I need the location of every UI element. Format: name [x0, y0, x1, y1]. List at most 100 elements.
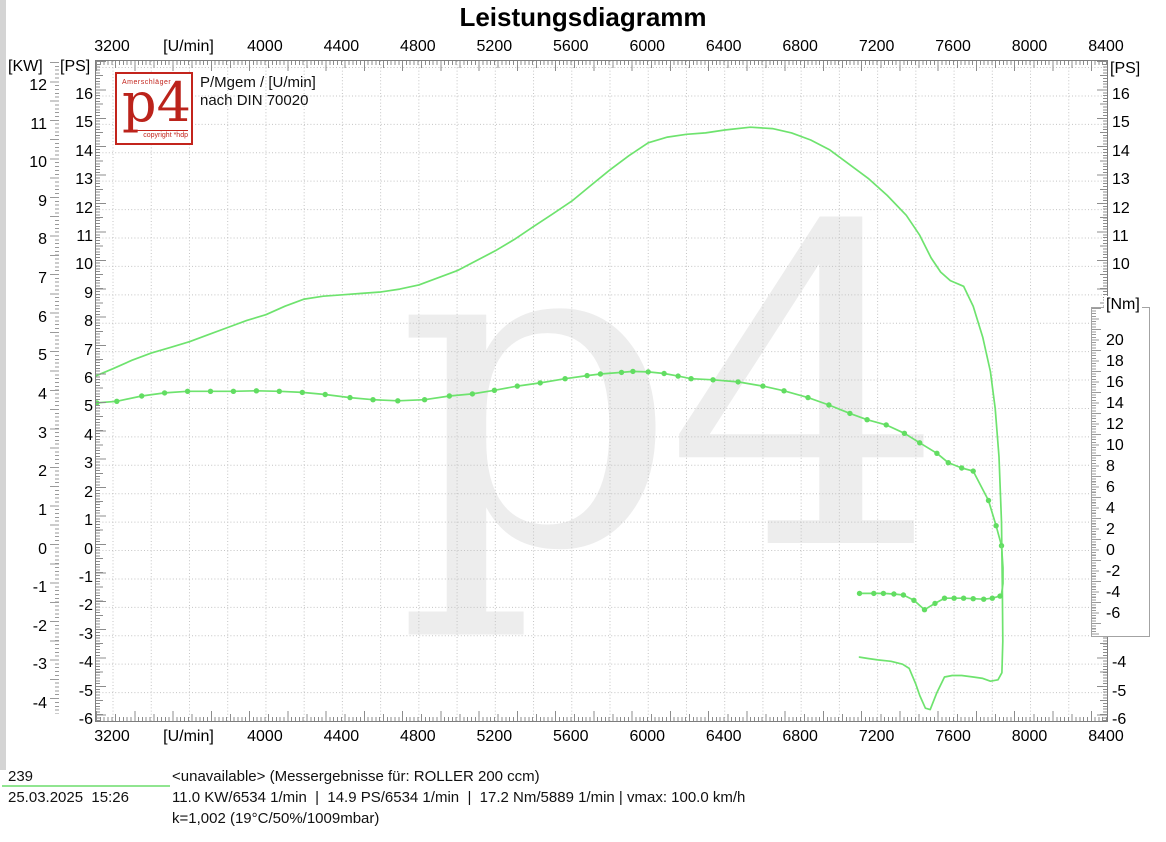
nm-axis-tick: -4 — [1106, 583, 1121, 601]
nm-axis-tick: 18 — [1106, 352, 1124, 370]
ps-left-axis-tick: 14 — [75, 142, 93, 160]
x-axis-tick-top: [U/min] — [163, 38, 214, 55]
ps-left-axis-tick: -6 — [78, 711, 93, 728]
kw-axis-tick: 0 — [38, 540, 47, 558]
x-axis-tick-bottom: 4400 — [323, 728, 360, 745]
x-axis-tick-top: 8400 — [1088, 38, 1124, 55]
kw-axis-tick: 11 — [30, 115, 47, 133]
kw-axis-tick: 3 — [38, 424, 47, 442]
nm-axis-header: [Nm] — [1104, 296, 1142, 314]
x-axis-tick-bottom: 7200 — [858, 728, 895, 745]
nm-axis-tick: 10 — [1106, 436, 1124, 454]
x-axis-tick-bottom: 8000 — [1011, 728, 1048, 745]
logo-p4-glyph: p4 — [122, 71, 191, 134]
ps-left-axis-tick: 2 — [84, 483, 93, 501]
dyno-chart — [96, 61, 1107, 721]
x-axis-tick-bottom: 8400 — [1088, 728, 1124, 745]
x-axis-tick-top: 4800 — [400, 38, 436, 55]
ps-right-axis-tick: 11 — [1112, 228, 1129, 245]
kw-axis-tick: -3 — [32, 656, 47, 674]
ps-right-axis-tick: -6 — [1112, 711, 1127, 728]
kw-axis-tick: -4 — [32, 695, 47, 713]
kw-axis-tick: 1 — [38, 501, 47, 519]
kw-axis-tick: 6 — [38, 308, 47, 326]
ps-left-axis-tick: 11 — [76, 228, 93, 245]
ps-left-axis-tick: 15 — [75, 114, 93, 132]
ps-left-axis-tick: 4 — [84, 426, 93, 444]
kw-axis-tick: 5 — [38, 347, 47, 365]
x-axis-tick-top: 8000 — [1011, 38, 1048, 55]
x-axis-tick-top: 3200 — [94, 38, 130, 55]
ps-left-axis-tick: -3 — [78, 625, 93, 643]
ps-left-axis-tick: -1 — [78, 568, 93, 586]
window-edge-strip — [0, 0, 6, 770]
kw-axis-tick: 12 — [29, 76, 47, 94]
x-axis-tick-bottom: 3200 — [94, 728, 130, 745]
x-axis-tick-top: 5200 — [476, 38, 513, 55]
ps-right-axis-tick: 16 — [1112, 85, 1130, 103]
ps-right-axis-tick: -4 — [1112, 654, 1127, 672]
ps-left-axis-tick: -2 — [78, 597, 93, 615]
plot-area: p4 — [95, 60, 1108, 722]
ps-left-axis-tick: -4 — [78, 654, 93, 672]
ps-right-axis-tick: 15 — [1112, 114, 1130, 132]
kw-axis-tick: 2 — [38, 463, 47, 481]
nm-axis-tick: 14 — [1106, 394, 1124, 412]
ps-left-axis-tick: 1 — [84, 512, 93, 530]
ps-left-axis-tick: 16 — [75, 85, 93, 103]
nm-axis-tick: 20 — [1106, 331, 1124, 349]
kw-axis-tick: 4 — [38, 386, 47, 403]
nm-axis-tick: 4 — [1106, 499, 1115, 517]
ps-left-axis-tick: 5 — [84, 398, 93, 416]
x-axis-tick-top: 7600 — [935, 38, 971, 55]
kw-axis-header: [KW] — [8, 58, 43, 75]
nm-axis-tick: 2 — [1106, 520, 1115, 538]
run-datetime: 25.03.2025 15:26 — [8, 789, 129, 806]
nm-axis-tick: 8 — [1106, 457, 1115, 475]
ps-right-axis-tick: 13 — [1112, 171, 1130, 189]
ps-left-axis-header: [PS] — [60, 58, 91, 75]
x-axis-tick-top: 6400 — [705, 38, 742, 55]
ps-left-axis-tick: 13 — [75, 171, 93, 189]
x-axis-tick-bottom: 4800 — [400, 728, 436, 745]
page-title: Leistungsdiagramm — [459, 2, 707, 32]
ps-right-axis-tick: 12 — [1112, 199, 1130, 217]
logo-company-name: Amerschläger — [122, 79, 172, 86]
nm-axis-tick: 6 — [1106, 478, 1115, 496]
x-axis-tick-top: 5600 — [552, 38, 589, 55]
kw-axis-tick: -2 — [32, 617, 47, 635]
ps-left-axis-tick: -5 — [78, 682, 93, 700]
x-axis-tick-bottom: 4000 — [247, 728, 283, 745]
x-axis-tick-top: 4400 — [323, 38, 360, 55]
ps-left-axis-tick: 6 — [84, 370, 93, 388]
run-id-underline — [2, 785, 170, 787]
ps-right-axis-header: [PS] — [1110, 60, 1141, 77]
nm-axis-tick: -2 — [1106, 562, 1121, 580]
chart-legend: P/Mgem / [U/min] nach DIN 70020 — [200, 74, 316, 110]
nm-axis-tick: -6 — [1106, 604, 1121, 622]
x-axis-tick-top: 4000 — [247, 38, 283, 55]
x-axis-tick-bottom: 5200 — [476, 728, 513, 745]
x-axis-tick-bottom: 6000 — [629, 728, 666, 745]
ps-right-axis-tick: 14 — [1112, 142, 1130, 160]
measurement-header: <unavailable> (Messergebnisse für: ROLLE… — [172, 768, 540, 785]
legend-line-2: nach DIN 70020 — [200, 92, 309, 109]
ps-left-axis-tick: 8 — [84, 313, 93, 331]
ps-left-axis-tick: 12 — [75, 199, 93, 217]
ps-right-axis-tick: 10 — [1112, 256, 1130, 274]
nm-axis-tick: 16 — [1106, 373, 1124, 391]
correction-factor: k=1,002 (19°C/50%/1009mbar) — [172, 810, 380, 827]
ps-left-axis-tick: 3 — [84, 455, 93, 473]
kw-axis-tick: 10 — [29, 154, 47, 172]
x-axis-tick-bottom: 7600 — [935, 728, 971, 745]
x-axis-tick-top: 6800 — [782, 38, 818, 55]
kw-axis-tick: 8 — [38, 231, 47, 249]
nm-axis-tick: 0 — [1106, 541, 1115, 559]
kw-axis-tick: 7 — [38, 270, 47, 288]
x-axis-tick-bottom: [U/min] — [163, 728, 214, 745]
ps-left-axis-tick: 9 — [84, 284, 93, 302]
p4-logo: Amerschläger p4 copyright *hdp — [115, 72, 193, 145]
measurement-results: 11.0 KW/6534 1/min | 14.9 PS/6534 1/min … — [172, 789, 746, 806]
x-axis-tick-top: 6000 — [629, 38, 666, 55]
ps-left-axis-tick: 7 — [84, 341, 93, 359]
